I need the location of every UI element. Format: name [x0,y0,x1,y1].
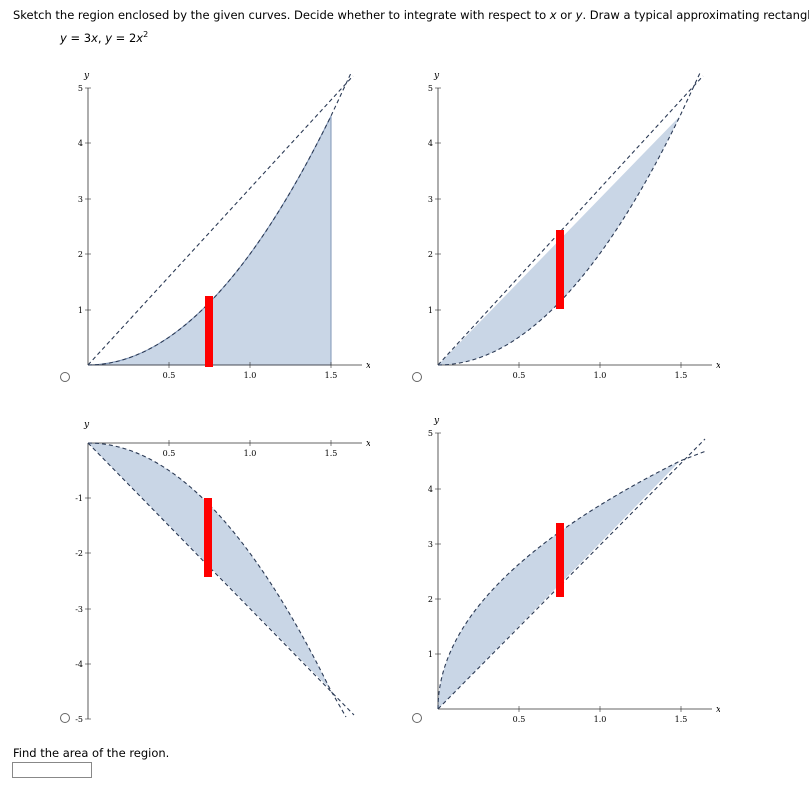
y-tick-label: -4 [75,660,83,669]
x-tick-label: 1.0 [594,371,607,380]
y-axis-label: y [433,416,440,426]
y-tick-label: 1 [428,650,433,659]
x-tick-label: 0.5 [163,449,176,458]
y-tick-label: 1 [428,306,433,315]
area-question: Find the area of the region. [13,746,170,760]
y-axis-label: y [83,420,90,430]
y-tick-label: 2 [428,250,433,259]
approx-rectangle-a [205,296,213,367]
area-answer-input[interactable] [12,762,92,778]
x-axis-label: x [366,361,370,371]
option-b-radio[interactable] [412,372,422,382]
y-tick-label: 4 [428,485,433,494]
y-tick-label: 5 [78,84,83,93]
option-c-graph: y x 0.5 1.0 1.5 -1 -2 -3 -4 -5 [75,420,370,724]
y-tick-label: 4 [428,139,433,148]
y-tick-label: 5 [428,429,433,438]
option-d-graph: y x 0.5 1.0 1.5 1 2 3 4 5 [428,416,720,724]
parabola-curve-c [87,442,347,718]
line-curve-d [437,438,706,710]
y-tick-label: 3 [428,540,433,549]
y-tick-label: -2 [75,549,83,558]
y-tick-label: -3 [75,605,83,614]
x-tick-label: 0.5 [513,371,526,380]
x-axis-label: x [716,705,720,715]
option-d-radio[interactable] [412,713,422,723]
y-tick-label: 1 [78,306,83,315]
curve-equations: y = 3x, y = 2x2 [60,30,149,45]
y-tick-label: 5 [428,84,433,93]
parabola-curve-a [87,72,352,366]
x-tick-label: 0.5 [163,371,176,380]
option-a-radio[interactable] [60,372,70,382]
y-tick-label: 2 [78,250,83,259]
x-axis-label: x [716,361,720,371]
y-tick-label: -1 [75,494,83,503]
problem-statement: Sketch the region enclosed by the given … [13,8,809,22]
x-tick-label: 1.5 [325,371,338,380]
y-axis-label: y [433,71,440,81]
x-tick-label: 1.5 [325,449,338,458]
approx-rectangle-c [204,498,212,577]
option-b-graph: y x 0.5 1.0 1.5 1 2 3 4 5 [428,71,720,380]
x-axis-label: x [366,439,370,449]
y-tick-label: 4 [78,139,83,148]
approx-rectangle-d [556,523,564,597]
y-tick-label: -5 [75,715,83,724]
option-a-graph: y x 0.5 1.0 1.5 1 2 3 4 5 [78,71,370,380]
x-tick-label: 1.0 [594,715,607,724]
line-curve-a [87,75,354,366]
parabola-curve-b [437,72,701,366]
x-tick-label: 1.5 [675,715,688,724]
x-tick-label: 1.0 [244,371,257,380]
x-tick-label: 1.0 [244,449,257,458]
line-curve-c [87,442,355,716]
approx-rectangle-b [556,230,564,309]
y-tick-label: 3 [78,195,83,204]
line-curve-b [437,75,704,366]
x-tick-label: 0.5 [513,715,526,724]
sqrt-curve-d [437,450,707,710]
y-tick-label: 2 [428,595,433,604]
y-tick-label: 3 [428,195,433,204]
x-tick-label: 1.5 [675,371,688,380]
y-axis-label: y [83,71,90,81]
option-c-radio[interactable] [60,713,70,723]
